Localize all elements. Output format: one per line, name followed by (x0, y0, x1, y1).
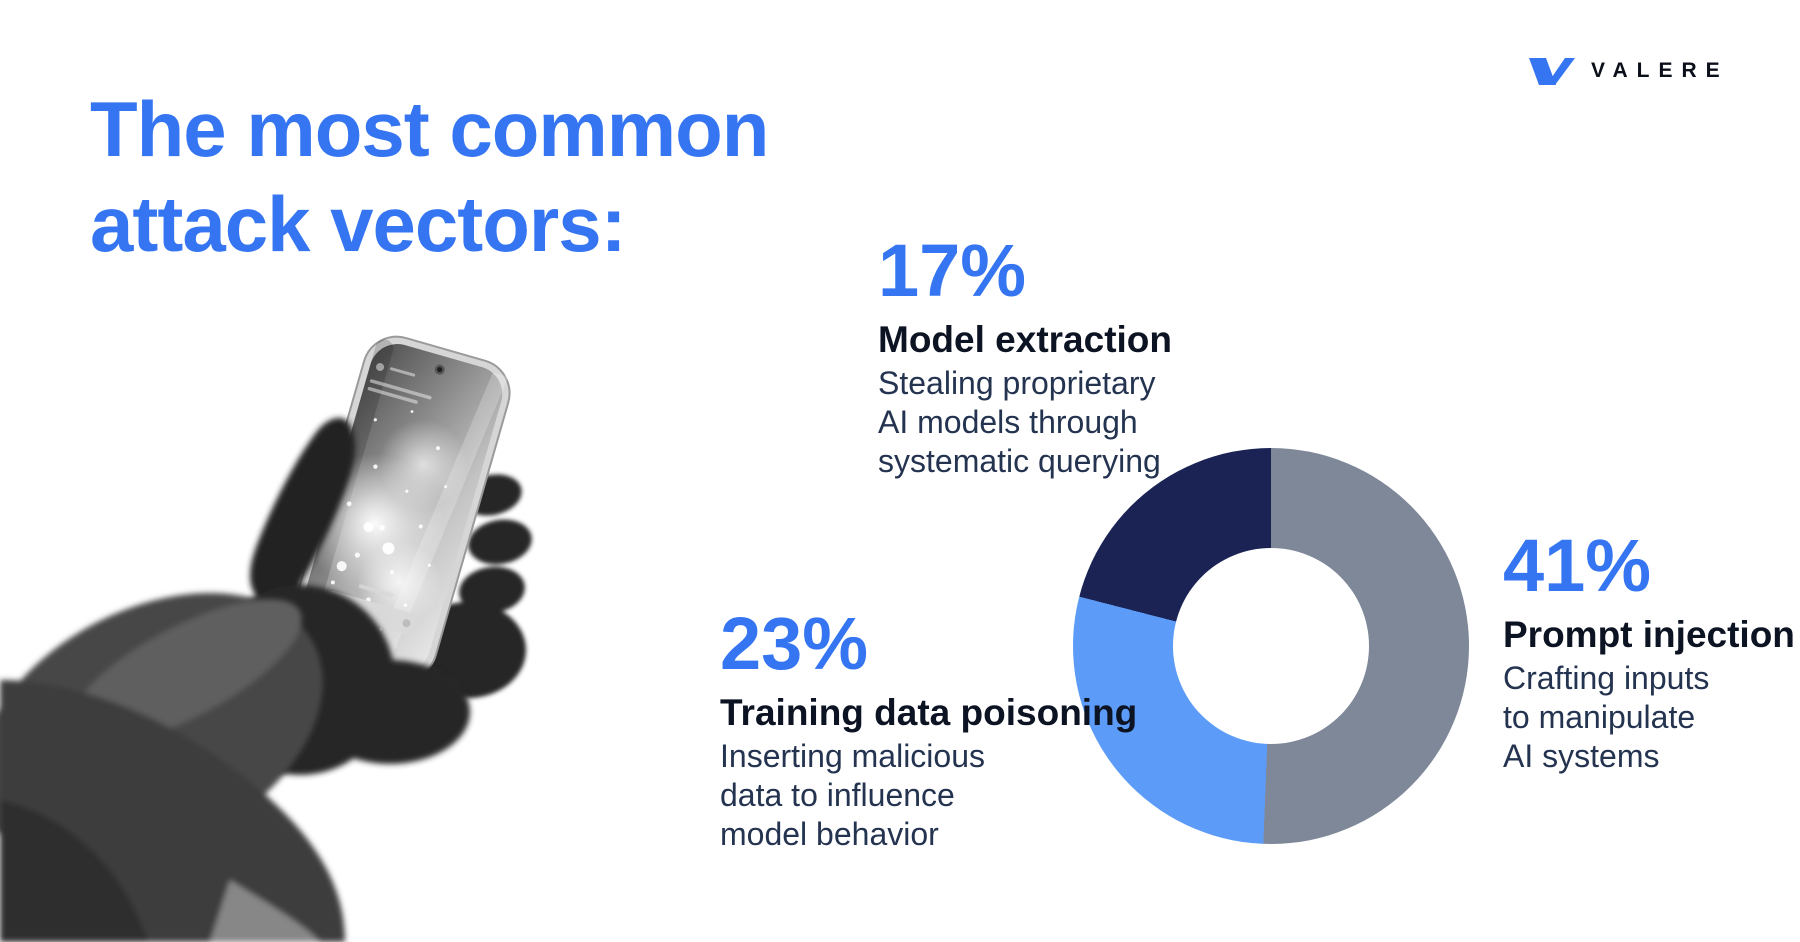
description-line: Inserting malicious (720, 738, 985, 774)
description-line: data to influence (720, 777, 955, 813)
segment-description: Inserting malicious data to influence mo… (720, 737, 1137, 854)
segment-description: Stealing proprietary AI models through s… (878, 364, 1172, 481)
description-line: systematic querying (878, 443, 1161, 479)
sleeve (0, 592, 345, 942)
description-line: AI systems (1503, 738, 1660, 774)
page-title: The most common attack vectors: (90, 82, 769, 272)
segment-label: Prompt injection (1503, 614, 1795, 655)
segment-label: Training data poisoning (720, 692, 1138, 733)
description-line: model behavior (720, 816, 939, 852)
callout-training-data-poisoning: 23% Training data poisoning Inserting ma… (720, 605, 1137, 854)
page-title-line1: The most common (90, 85, 769, 173)
percent-value: 23% (720, 602, 869, 685)
screen-text-lines (367, 363, 432, 404)
percent-value: 17% (878, 229, 1027, 312)
shoulder (0, 800, 148, 942)
page-title-line2: attack vectors: (90, 180, 627, 268)
percent-value: 41% (1503, 524, 1652, 607)
description-line: to manipulate (1503, 699, 1696, 735)
valere-v-icon (1529, 58, 1575, 85)
description-line: Stealing proprietary (878, 365, 1156, 401)
brand-logo: VALERE (1529, 55, 1729, 87)
callout-model-extraction: 17% Model extraction Stealing proprietar… (878, 232, 1172, 481)
hand-holding-smartphone-illustration (0, 335, 532, 942)
description-line: Crafting inputs (1503, 660, 1710, 696)
segment-description: Crafting inputs to manipulate AI systems (1503, 659, 1795, 776)
description-line: AI models through (878, 404, 1138, 440)
donut-hole (1172, 547, 1369, 744)
segment-label: Model extraction (878, 319, 1172, 360)
brand-wordmark: VALERE (1591, 59, 1729, 82)
attack-vectors-donut-chart (1073, 448, 1469, 844)
callout-prompt-injection: 41% Prompt injection Crafting inputs to … (1503, 527, 1795, 776)
thumb (250, 417, 356, 604)
